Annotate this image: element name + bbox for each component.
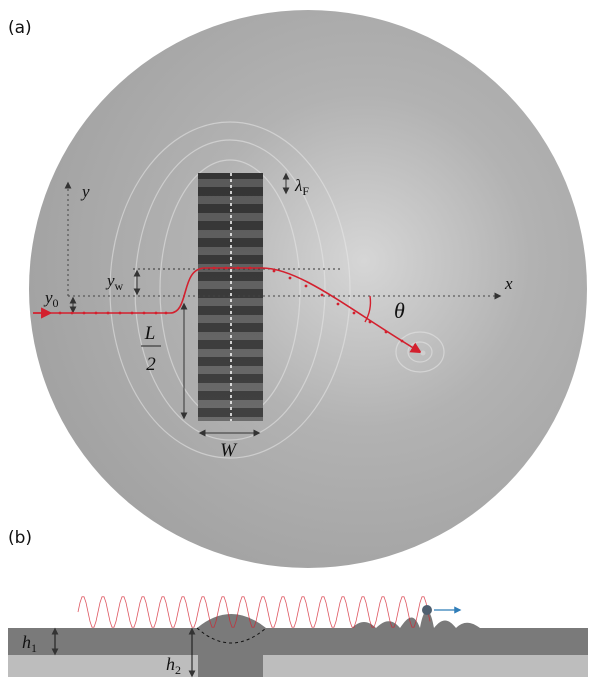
- L-label: L: [144, 323, 156, 344]
- W-label: W: [220, 440, 238, 461]
- y0-label: y0: [43, 288, 59, 310]
- wave-bump: [197, 614, 266, 628]
- trajectory-dots: [58, 266, 404, 343]
- panel-a-label: (a): [8, 18, 32, 38]
- well-cross-section: [198, 655, 263, 677]
- panel-b-label: (b): [8, 528, 32, 548]
- bath-tank: [29, 10, 587, 568]
- pilot-wave: [77, 596, 431, 628]
- droplet-trajectory: [33, 267, 422, 354]
- h1-label: h1: [22, 632, 37, 655]
- two-label: 2: [146, 354, 156, 375]
- theta-arc: [364, 295, 372, 323]
- droplet-top-view: [420, 350, 426, 356]
- droplet-side: [422, 605, 432, 615]
- substrate: [8, 655, 588, 677]
- lambda-label: λF: [294, 176, 309, 198]
- y-axis-label: y: [80, 182, 90, 201]
- h2-label: h2: [166, 654, 181, 677]
- x-axis-label: x: [504, 274, 513, 293]
- theta-label: θ: [394, 298, 405, 323]
- side-view: h1 h2: [8, 596, 588, 678]
- yw-label: yw: [105, 271, 124, 293]
- mode-dashed: [196, 627, 267, 644]
- surface-waves: [352, 610, 488, 628]
- fluid-layer-top: [8, 628, 588, 655]
